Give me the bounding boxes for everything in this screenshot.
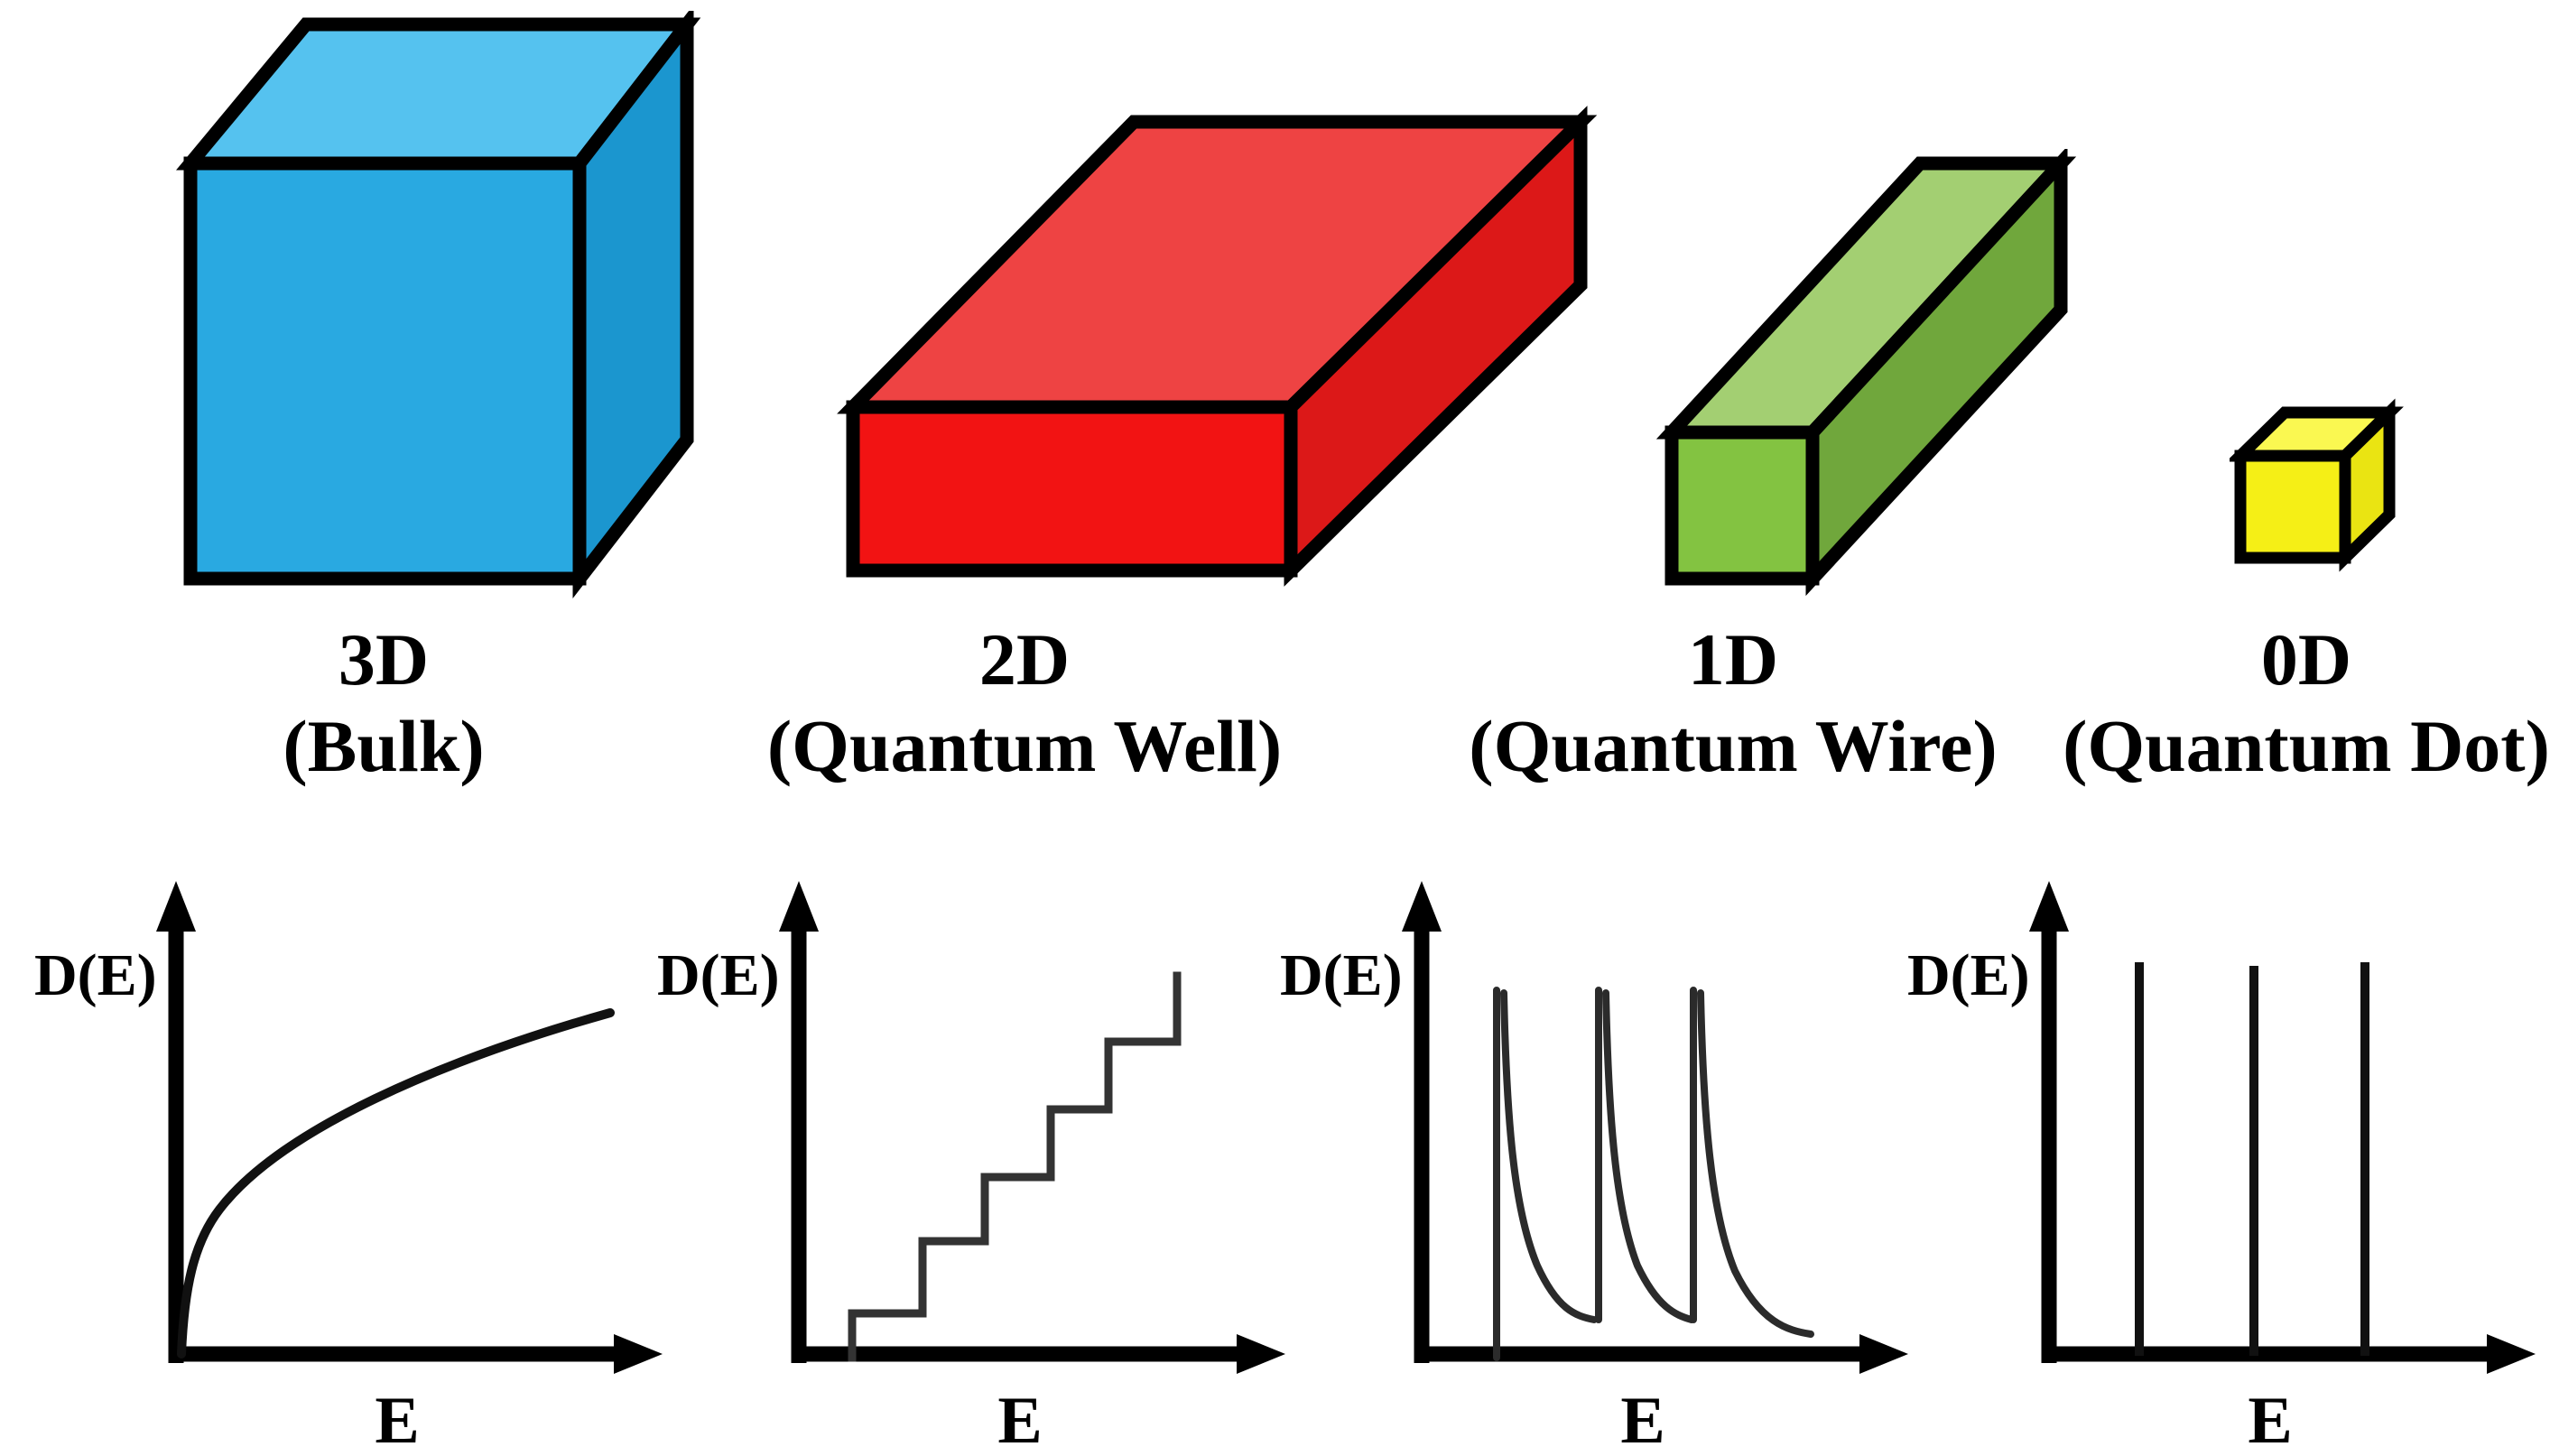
x-axis-arrow-icon: [614, 1334, 663, 1374]
quantum-well-slab-graphic: [837, 106, 1598, 587]
wire-front-face: [1664, 425, 1820, 586]
bulk-cube-graphic: [176, 11, 701, 598]
y-axis-arrow-icon: [779, 881, 819, 932]
x-axis-label: E: [997, 1384, 1042, 1453]
dos-plot-3d: D(E) E: [34, 881, 663, 1453]
label-0d: 0D: [2260, 618, 2352, 700]
label-quantum-dot: (Quantum Dot): [2063, 705, 2550, 787]
bulk-cube-front-face: [183, 156, 587, 586]
label-2d-quantum-well: 2D (Quantum Well): [731, 617, 1318, 790]
label-0d-quantum-dot: 0D (Quantum Dot): [2013, 617, 2550, 790]
y-axis-label: D(E): [34, 942, 157, 1008]
label-1d: 1D: [1687, 618, 1779, 700]
van-hove-dos-curve: [1493, 987, 1814, 1361]
label-3d-bulk: 3D (Bulk): [90, 617, 677, 790]
y-axis-label: D(E): [657, 942, 780, 1008]
x-axis-label: E: [2248, 1384, 2292, 1453]
x-axis-label: E: [375, 1384, 419, 1453]
y-axis-arrow-icon: [156, 881, 196, 932]
y-axis-label: D(E): [1280, 942, 1403, 1008]
quantum-wire-bar-graphic: [1655, 149, 2077, 597]
label-quantum-wire: (Quantum Wire): [1469, 705, 1998, 787]
label-3d: 3D: [338, 618, 430, 700]
label-quantum-well: (Quantum Well): [766, 705, 1283, 787]
x-axis-arrow-icon: [1859, 1334, 1908, 1374]
delta-dos-lines: [2135, 962, 2369, 1356]
staircase-dos-curve: [848, 971, 1182, 1362]
sqrt-dos-curve: [177, 1008, 615, 1359]
dos-plot-2d: D(E) E: [657, 881, 1285, 1453]
dos-plot-1d: D(E) E: [1280, 881, 1908, 1453]
y-axis-arrow-icon: [1402, 881, 1442, 932]
label-2d: 2D: [978, 618, 1071, 700]
dos-plot-0d: D(E) E: [1907, 881, 2536, 1453]
slab-front-face: [846, 400, 1298, 578]
y-axis-arrow-icon: [2029, 881, 2069, 932]
label-bulk: (Bulk): [283, 705, 485, 787]
x-axis-label: E: [1620, 1384, 1664, 1453]
x-axis-arrow-icon: [1237, 1334, 1285, 1374]
label-1d-quantum-wire: 1D (Quantum Wire): [1440, 617, 2026, 790]
dot-front-face: [2234, 450, 2351, 564]
y-axis-label: D(E): [1907, 942, 2030, 1008]
quantum-dot-cube-graphic: [2230, 398, 2404, 572]
x-axis-arrow-icon: [2487, 1334, 2536, 1374]
